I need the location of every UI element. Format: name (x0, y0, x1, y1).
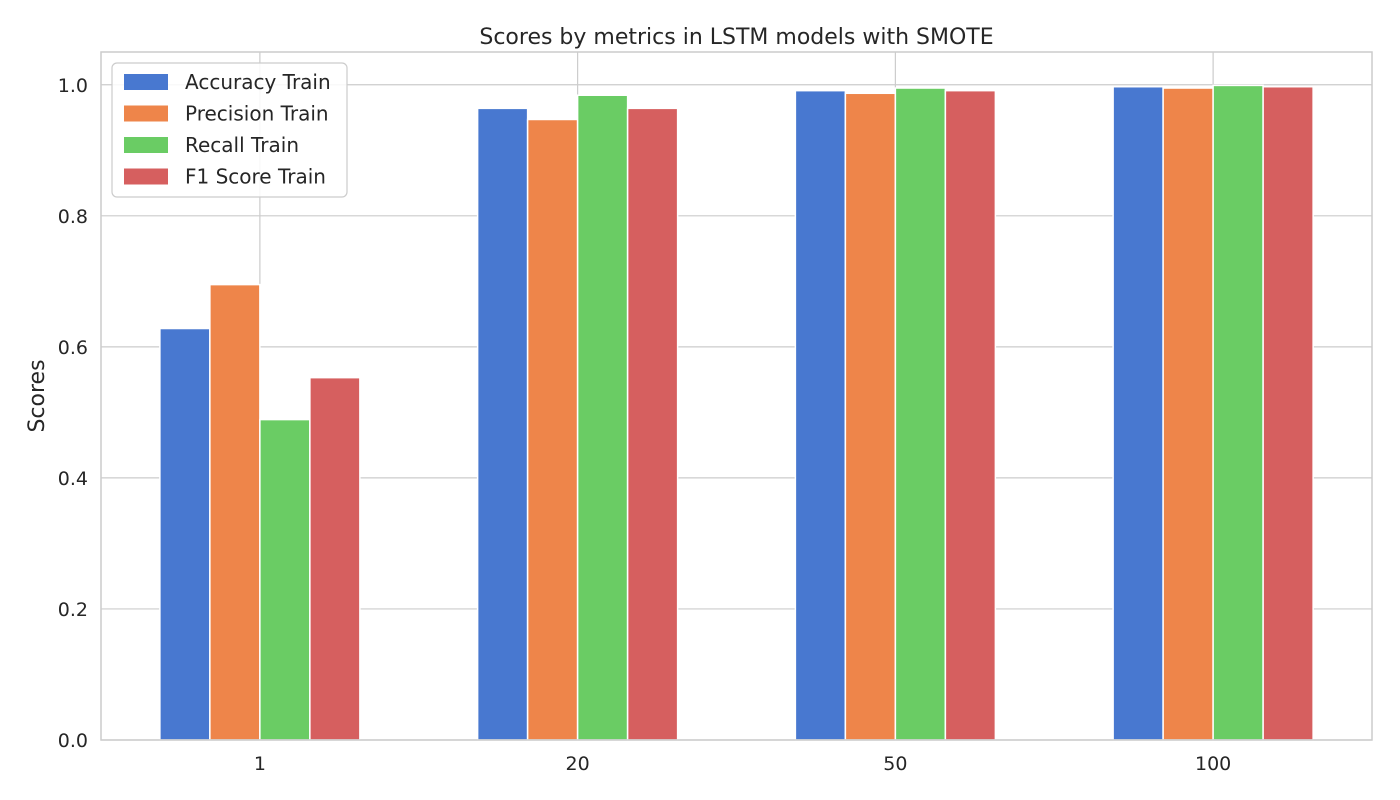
legend-label: Recall Train (185, 133, 299, 157)
bar (1112, 85, 1164, 741)
x-axis-ticks: 1 20 50 100 (254, 753, 1231, 775)
y-tick-label: 0.0 (58, 730, 88, 752)
bar (476, 107, 529, 741)
legend-swatch (124, 137, 168, 153)
y-axis-ticks: 0.0 0.2 0.4 0.6 0.8 1.0 (58, 75, 88, 752)
legend-label: F1 Score Train (185, 165, 326, 189)
bar (159, 327, 211, 741)
legend-swatch (124, 105, 168, 122)
bar (626, 107, 679, 741)
y-tick-label: 0.4 (58, 468, 88, 490)
bar (894, 87, 947, 741)
bar (794, 89, 847, 741)
legend-box (111, 62, 348, 198)
bar (259, 418, 311, 741)
y-axis-label: Scores (25, 359, 50, 432)
bar (1162, 87, 1214, 741)
bar (576, 94, 629, 741)
x-tick-label: 1 (254, 753, 266, 775)
legend-swatch (124, 74, 168, 90)
y-tick-label: 0.8 (58, 206, 88, 228)
x-tick-label: 50 (883, 753, 907, 775)
legend-label: Accuracy Train (185, 70, 331, 94)
x-tick-label: 100 (1195, 753, 1231, 775)
chart-title: Scores by metrics in LSTM models with SM… (479, 25, 993, 50)
y-tick-label: 0.6 (58, 337, 88, 359)
legend-label: Precision Train (185, 102, 329, 126)
bar (844, 92, 897, 741)
plot-frame (100, 51, 1373, 741)
bar (1262, 85, 1314, 741)
bar (526, 118, 579, 741)
legend-swatch (124, 168, 168, 185)
bar (944, 89, 997, 741)
x-tick-label: 20 (566, 753, 590, 775)
bar (209, 283, 261, 741)
y-tick-label: 0.2 (58, 599, 88, 621)
y-tick-label: 1.0 (58, 75, 88, 97)
bar (1212, 84, 1264, 741)
bar (309, 376, 361, 741)
legend: Accuracy Train Precision Train Recall Trai… (111, 62, 348, 198)
